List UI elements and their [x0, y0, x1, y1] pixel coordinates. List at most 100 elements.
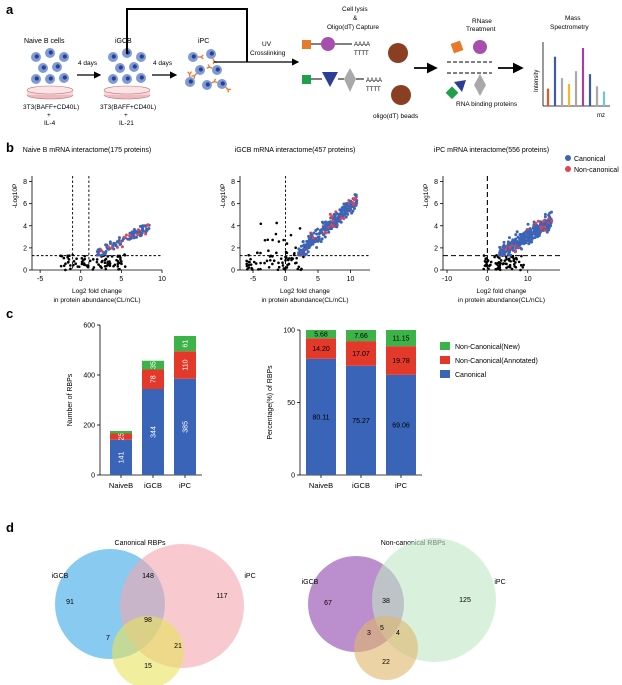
volcano-point [349, 199, 353, 203]
venn-region-count: 3 [367, 630, 371, 637]
panel-label-d: d [6, 520, 14, 535]
cell-nucleus [215, 67, 220, 72]
volcano-plot-igcb: iGCB mRNA interactome(457 proteins) 0 2 4 6 8… [220, 147, 370, 304]
volcano-point [285, 242, 289, 245]
volcano-point [116, 260, 120, 263]
bar-segment [306, 358, 336, 475]
bar-segment [386, 374, 416, 475]
volcano-point [516, 246, 520, 250]
antibody [225, 86, 229, 90]
cell-nucleus [111, 76, 116, 81]
volcano-point [541, 220, 545, 224]
volcano-point [116, 255, 120, 258]
volcano-point [59, 264, 63, 268]
volcano-point [103, 261, 107, 265]
volcano-point [515, 230, 519, 234]
venn-region-count: 5 [380, 625, 384, 632]
volcano-point [335, 218, 339, 222]
volcano-point [268, 258, 272, 262]
culture-dish-1 [26, 85, 74, 100]
bar-segment [142, 389, 164, 475]
volcano-point [122, 235, 126, 239]
volcano-point [507, 252, 511, 256]
volcano-point [315, 232, 319, 236]
volcano-point [144, 232, 148, 236]
y-tick-label: 0 [231, 268, 235, 275]
antibody [206, 66, 210, 69]
volcano-point [520, 234, 524, 238]
legend-swatch [440, 370, 450, 378]
capture-line-2: & [353, 15, 358, 22]
volcano-point [494, 267, 498, 271]
volcano-point [113, 263, 117, 267]
volcano-point [327, 230, 331, 234]
volcano-title: Naive B mRNA interactome(175 proteins) [23, 147, 151, 154]
x-tick-label: 10 [524, 276, 532, 283]
volcano-point [547, 228, 551, 232]
volcano-point [507, 241, 511, 245]
venn-canonical: Canonical RBPsiGCBiPCNaive91117151487219… [52, 540, 256, 685]
volcano-point [485, 262, 488, 266]
legend-swatch [440, 356, 450, 364]
rbp-complex-1 [302, 37, 352, 51]
x-tick-label: NaiveB [109, 481, 133, 490]
volcano-point [60, 254, 64, 258]
volcano-point [299, 244, 303, 248]
volcano-point [281, 261, 284, 265]
bar-segment [174, 336, 196, 352]
volcano-point [146, 223, 150, 227]
x-tick-label: iPC [179, 481, 192, 490]
y-axis-label: -Log10P [220, 184, 227, 209]
volcano-point [538, 222, 542, 226]
volcano-point [342, 217, 346, 221]
antibody [213, 78, 217, 82]
bar-data-label: 7.66 [354, 333, 368, 340]
venn-region-count: 91 [66, 599, 74, 606]
volcano-point [495, 254, 498, 257]
stage2-plus: + [124, 112, 128, 119]
volcano-point [351, 209, 355, 213]
volcano-point [136, 228, 140, 232]
volcano-point [497, 261, 501, 264]
x-axis-label: Log2 fold change [72, 288, 122, 295]
y-tick-label: 4 [23, 223, 27, 230]
volcano-point [341, 213, 345, 217]
volcano-point [267, 249, 270, 252]
volcano-point [309, 233, 313, 237]
volcano-point [69, 264, 72, 267]
x-axis-label: Log2 fold change [477, 288, 527, 295]
x-tick-label: iPC [395, 481, 408, 490]
volcano-point [546, 225, 550, 229]
volcano-point [344, 215, 348, 219]
volcano-point [116, 265, 120, 268]
x-tick-label: iGCB [144, 481, 162, 490]
bar-segment [110, 431, 132, 434]
volcano-point [545, 223, 549, 227]
volcano-point [120, 262, 123, 266]
panel-a-schematic: Naive B cells 3T3(BAFF+CD40L) + IL-4 4 d… [23, 6, 610, 127]
y-tick-label: 8 [434, 179, 438, 186]
volcano-point [271, 262, 274, 266]
volcano-point [96, 252, 100, 256]
volcano-point [71, 253, 74, 257]
venn-set-Naive [354, 616, 418, 680]
volcano-point [550, 219, 554, 223]
panel-label-b: b [6, 140, 14, 155]
legend-label: Non-Canonical(New) [455, 344, 520, 351]
x-tick-label: iGCB [352, 481, 370, 490]
volcano-point [354, 200, 358, 204]
volcano-point [123, 253, 126, 256]
volcano-point [538, 229, 542, 233]
volcano-point [498, 256, 501, 260]
cell-nucleus [62, 54, 67, 59]
volcano-point [263, 261, 266, 265]
volcano-point [543, 212, 547, 216]
volcano-point [513, 265, 516, 268]
capture-line-3: Oligo(dT) Capture [327, 24, 379, 31]
x-tick-label: 5 [119, 276, 123, 283]
volcano-point [316, 235, 320, 239]
antibody [209, 66, 213, 69]
bar-segment [142, 360, 164, 370]
y-tick-label: 400 [83, 373, 95, 380]
volcano-point [120, 260, 123, 263]
